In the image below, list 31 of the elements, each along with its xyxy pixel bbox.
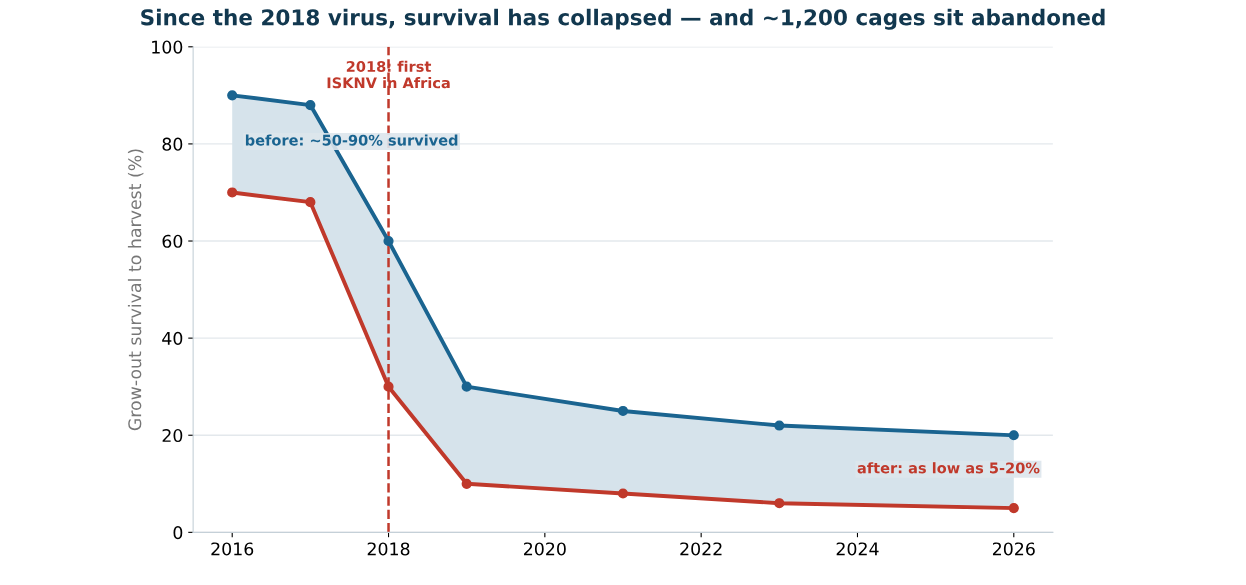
point xyxy=(305,99,316,111)
point xyxy=(227,187,238,198)
y-tick-label: 100 xyxy=(152,40,183,54)
point xyxy=(1008,502,1019,514)
point xyxy=(774,420,785,431)
y-tick-label: 60 xyxy=(162,234,183,248)
y-tick-label: 20 xyxy=(162,428,183,443)
x-tick-label: 2020 xyxy=(524,542,566,556)
point xyxy=(774,498,785,509)
point xyxy=(617,405,629,417)
point xyxy=(383,235,394,247)
annotation: before: ~50-90% survived xyxy=(245,134,458,146)
annotation: after: as low as 5-20% xyxy=(857,462,1040,474)
x-tick-label: 2018 xyxy=(367,542,410,556)
x-tick-label: 2024 xyxy=(836,542,879,556)
point xyxy=(461,478,472,489)
ref-line-label: 2018: first ISKNV in Africa xyxy=(327,60,450,89)
point xyxy=(305,197,316,208)
x-tick-label: 2026 xyxy=(992,542,1035,556)
y-tick-label: 40 xyxy=(162,331,183,345)
chart-title: Since the 2018 virus, survival has collapsed — and ~1,200 cages sit abandoned xyxy=(141,8,1105,30)
y-axis-title: Grow-out survival to harvest (%) xyxy=(127,149,144,431)
x-tick-label: 2016 xyxy=(211,542,254,556)
y-tick-label: 0 xyxy=(173,526,183,540)
y-tick-label: 80 xyxy=(162,137,183,151)
point xyxy=(617,488,629,499)
point xyxy=(1008,430,1019,441)
point xyxy=(383,381,394,392)
point xyxy=(461,381,472,392)
point xyxy=(227,90,238,101)
x-tick-label: 2022 xyxy=(680,542,722,556)
